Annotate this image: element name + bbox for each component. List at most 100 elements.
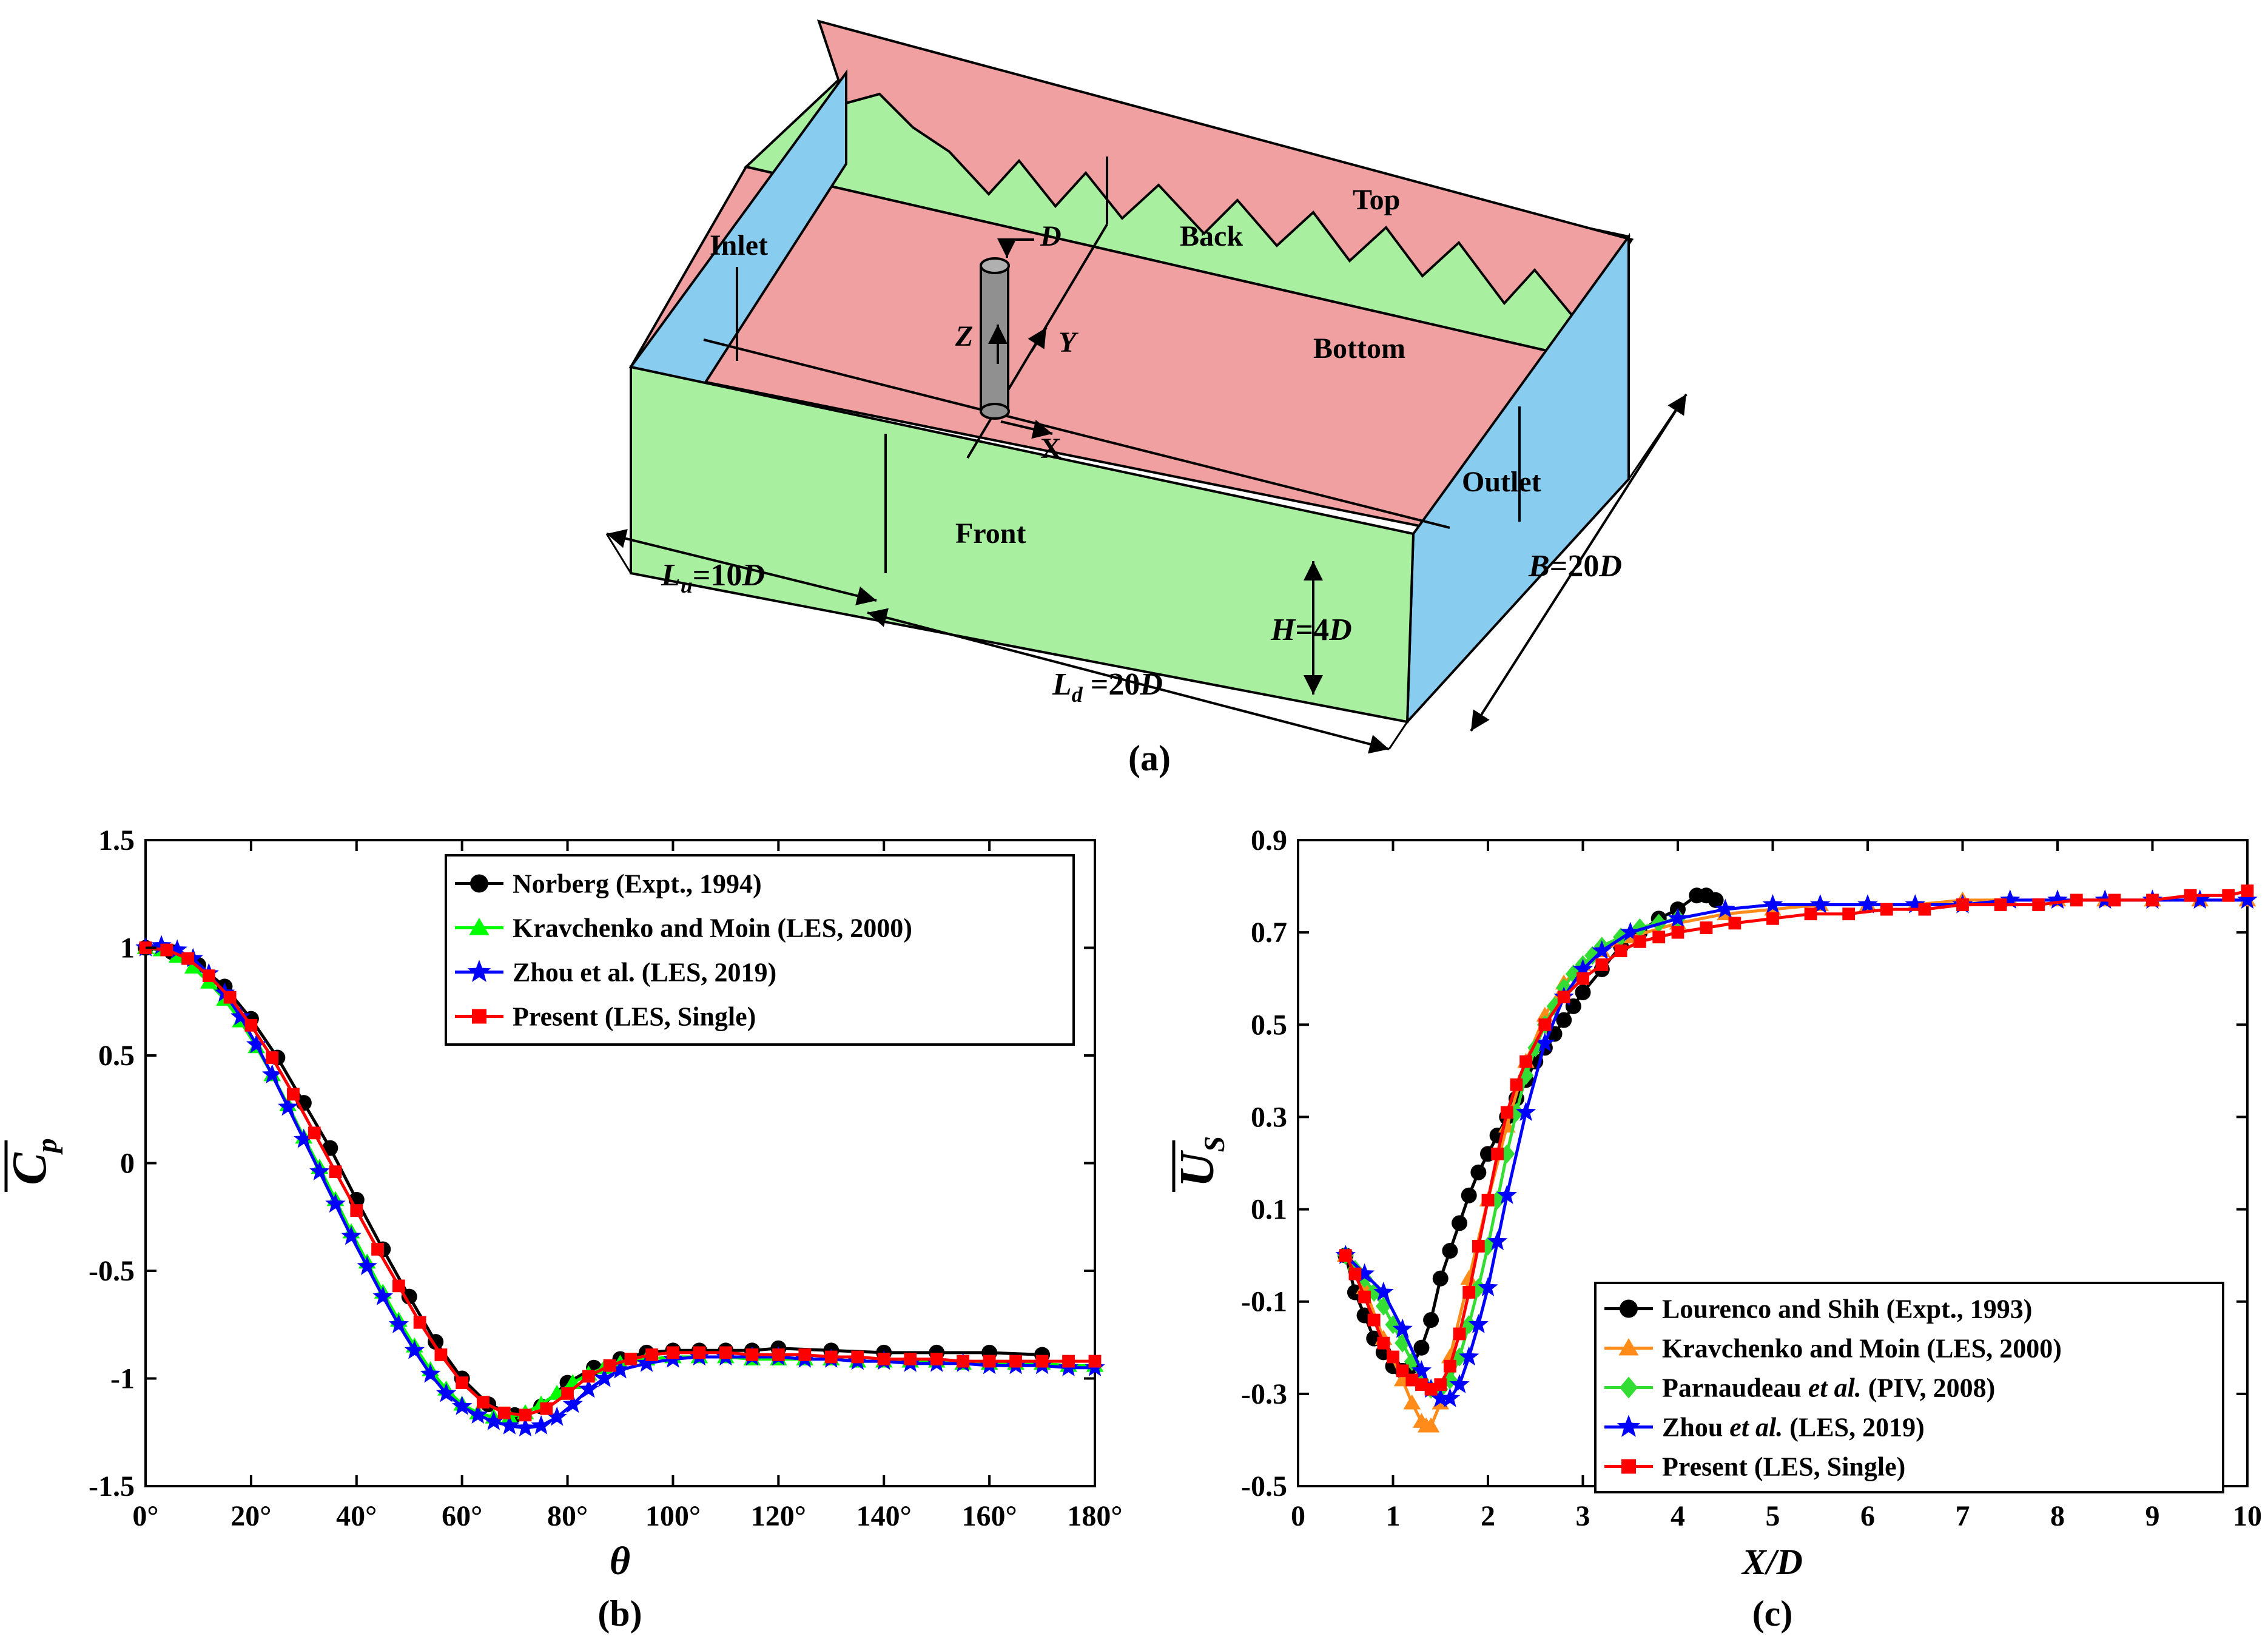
cp-series-3-point	[434, 1348, 448, 1361]
cp-series-3-point	[719, 1346, 732, 1359]
us-series-4-point	[1424, 1382, 1438, 1396]
us-series-4-point	[2032, 898, 2045, 911]
cp-series-3-point	[1088, 1355, 1102, 1368]
us-xtick-label: 1	[1386, 1500, 1401, 1532]
cp-series-3-point	[413, 1316, 426, 1329]
us-series-4-point	[1519, 1055, 1532, 1068]
us-series-4-point	[1576, 972, 1589, 985]
us-legend-marker-1	[1618, 1338, 1639, 1356]
cp-series-2-point	[483, 1410, 504, 1430]
cp-ytick-label: -1	[110, 1363, 135, 1395]
cp-legend-label-1: Kravchenko and Moin (LES, 2000)	[513, 914, 912, 943]
us-legend: Lourenco and Shih (Expt., 1993) Kravchenk…	[1594, 1282, 2224, 1493]
us-series-1-point	[1460, 1270, 1478, 1285]
cp-series-3-point	[202, 969, 215, 983]
cp-series-3-point	[603, 1359, 616, 1372]
us-series-3-point	[1715, 898, 1735, 918]
z-label: Z	[955, 320, 973, 352]
us-xtick-label: 2	[1481, 1500, 1495, 1532]
ext-line-2	[1388, 721, 1408, 750]
us-series-3-point	[1667, 907, 1688, 927]
bottom-label: Bottom	[1313, 332, 1405, 365]
ext-line-1	[605, 533, 632, 574]
us-series-4-point	[1956, 898, 1969, 911]
ext-line-3	[1627, 394, 1688, 480]
us-series-3-point	[1496, 1185, 1517, 1204]
cp-series-2-point	[578, 1378, 599, 1398]
cp-series-3-point	[308, 1126, 321, 1140]
cp-legend-marker-1	[469, 918, 490, 935]
cp-ytick-label: 0.5	[98, 1040, 135, 1072]
cp-legend-label-2: Zhou et al. (LES, 2019)	[513, 958, 776, 988]
cp-xtick-label: 140°	[856, 1500, 912, 1532]
domain-schematic: Inlet Top Back Bottom Front Outlet D Z Y…	[605, 19, 1688, 778]
us-series-0-point	[1556, 1012, 1572, 1028]
cp-xtick-label: 120°	[751, 1500, 806, 1532]
cp-ytick-label: 1	[120, 932, 135, 964]
cp-y-label: Cp	[3, 1138, 63, 1185]
inlet-label: Inlet	[710, 229, 768, 261]
us-xtick-label: 0	[1291, 1500, 1305, 1532]
us-series-4-point	[1358, 1290, 1371, 1304]
lu-dimension-line	[606, 529, 877, 605]
cp-series-3-point	[624, 1353, 638, 1365]
us-xtick-label: 8	[2050, 1500, 2065, 1532]
us-xtick-label: 10	[2233, 1500, 2262, 1532]
cp-series-2-point	[452, 1396, 473, 1415]
cp-series-3-point	[772, 1348, 785, 1361]
us-series-2-point	[1489, 1190, 1506, 1210]
us-chart: 0 1 2 3 4 5 6 7 8 9 10-0.5-0.3-0.10.10.30.50.70.9 …	[1171, 824, 2262, 1634]
us-legend-box	[1594, 1282, 2224, 1493]
us-series-3-point	[1487, 1231, 1508, 1250]
us-series-4-point	[2070, 894, 2083, 907]
us-series-4-point	[1804, 907, 1817, 921]
cp-series-3-point	[667, 1346, 679, 1359]
us-xtick-label: 7	[1956, 1500, 1970, 1532]
cp-ytick-label: -1.5	[89, 1470, 135, 1503]
cp-series-2-point	[531, 1415, 551, 1435]
cp-series-3-point	[350, 1204, 363, 1217]
cp-series-2-point	[594, 1367, 615, 1387]
cp-series-2-point	[499, 1415, 520, 1435]
us-series-4-point	[1918, 903, 1931, 916]
cp-xtick-label: 60°	[442, 1500, 482, 1532]
us-series-4-point	[1538, 1018, 1552, 1031]
cp-series-3-point	[371, 1243, 384, 1256]
cp-xtick-label: 160°	[962, 1500, 1017, 1532]
us-series-4-point	[1405, 1373, 1419, 1387]
us-series-4-point	[1339, 1249, 1352, 1262]
us-series-4-point	[2184, 889, 2197, 902]
us-series-4-point	[2241, 884, 2254, 898]
us-ytick-label: -0.3	[1241, 1378, 1287, 1410]
y-label: Y	[1058, 326, 1078, 358]
us-series-4-point	[1462, 1286, 1476, 1299]
us-series-4-point	[1595, 958, 1609, 971]
cp-ticks: 0° 20° 40° 60° 80° 100° 120° 140° 160° 180° -1.5 -1…	[89, 824, 1123, 1532]
us-series-4-point	[1500, 1106, 1513, 1119]
cp-series-2-point	[468, 1404, 488, 1424]
us-series-3-point	[1430, 1387, 1451, 1407]
cp-series-2-point	[547, 1406, 567, 1426]
cp-legend-marker-3	[472, 1009, 486, 1024]
cp-series-3-point	[745, 1348, 759, 1361]
us-series-0-point	[1432, 1270, 1449, 1287]
us-series-3-point	[2000, 889, 2021, 909]
cp-series-2-point	[278, 1096, 298, 1116]
us-series-3-point	[2237, 889, 2258, 909]
cp-series-2-point	[420, 1363, 441, 1383]
us-series-3-point	[1515, 1102, 1536, 1121]
us-xtick-label: 6	[1860, 1500, 1875, 1532]
us-series-4-point	[1671, 926, 1684, 939]
us-series-3-point	[1857, 894, 1878, 914]
us-series-4-point	[1453, 1327, 1466, 1341]
us-series-4-point	[1377, 1336, 1390, 1350]
us-series-3-point	[1449, 1374, 1470, 1393]
us-series-3-point	[1373, 1281, 1394, 1301]
us-legend-label-4: Present (LES, Single)	[1662, 1452, 1905, 1482]
us-series-3-point	[1392, 1318, 1413, 1338]
cp-series-2-point	[388, 1314, 409, 1333]
cp-series-2-point	[230, 1006, 251, 1026]
cp-legend-marker-0	[470, 874, 488, 893]
cp-series-3-point	[540, 1402, 553, 1415]
